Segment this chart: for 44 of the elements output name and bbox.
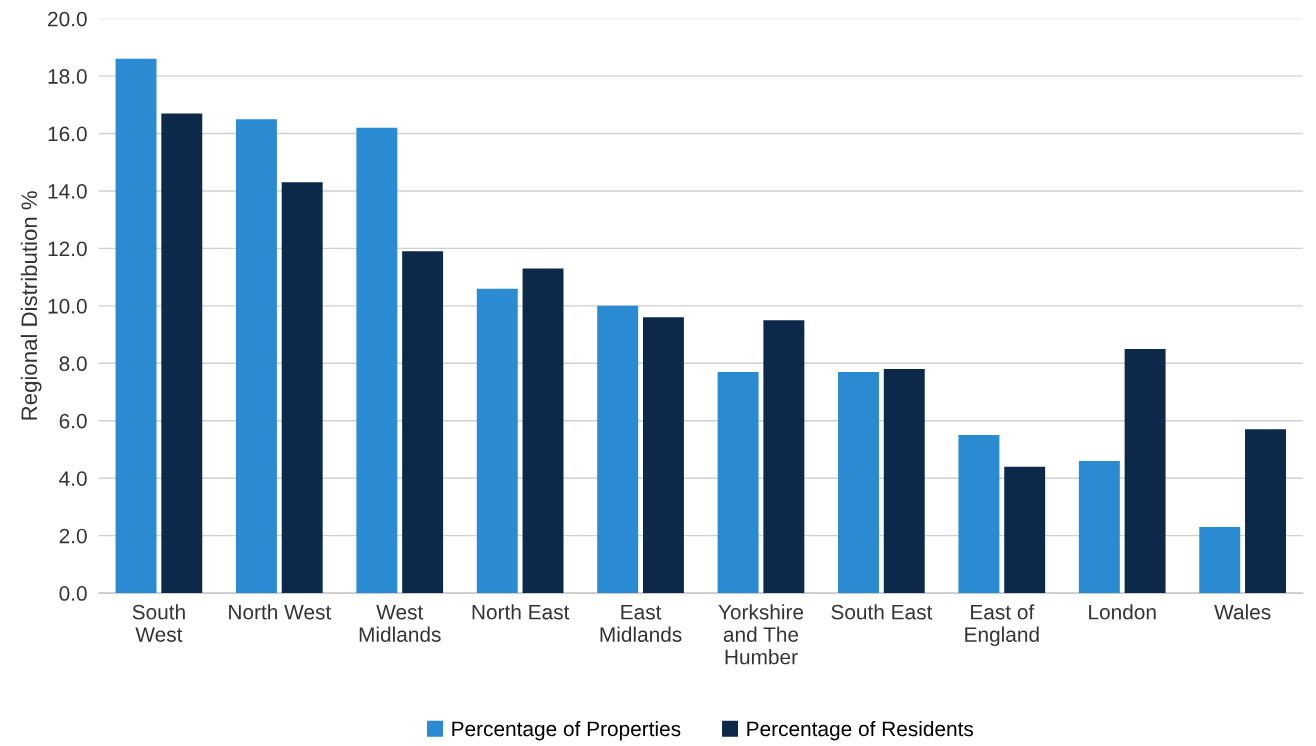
x-tick-label: South East (831, 604, 933, 620)
bar (476, 288, 518, 594)
bar (522, 268, 564, 594)
y-tick-label: 0.0 (59, 586, 87, 601)
x-tick-label: Wales (1214, 604, 1271, 620)
bar (763, 320, 805, 594)
bar (1078, 460, 1120, 594)
y-tick-label: 20.0 (48, 11, 87, 27)
bar (642, 317, 684, 594)
bar (235, 119, 277, 594)
x-tick-label: London (1089, 604, 1156, 620)
bar (402, 251, 444, 594)
x-tick-label: East of England (965, 604, 1039, 647)
y-tick-label: 10.0 (48, 298, 87, 314)
x-tick-label: North East (472, 604, 570, 620)
y-tick-label: 4.0 (59, 471, 87, 486)
bar (161, 113, 203, 594)
y-tick-label: 8.0 (59, 356, 87, 372)
legend-label: Percentage of Residents (747, 720, 974, 741)
bar (1004, 466, 1046, 594)
bar (883, 369, 925, 594)
y-tick-label: 2.0 (59, 528, 87, 544)
legend-label: Percentage of Properties (452, 720, 681, 741)
x-tick-label: West Midlands (359, 604, 441, 642)
y-tick-label: 14.0 (48, 183, 87, 199)
bar (1124, 348, 1166, 594)
x-tick-label: North West (229, 604, 332, 620)
bar (356, 127, 398, 594)
bar (838, 371, 879, 594)
y-tick-label: 18.0 (48, 69, 87, 84)
bar (597, 305, 639, 594)
bar (281, 182, 323, 594)
bar (717, 371, 759, 594)
x-tick-label: East Midlands (600, 604, 682, 642)
x-tick-label: South West (132, 604, 185, 642)
bar (1245, 429, 1286, 594)
y-axis-title: Regional Distribution % (20, 191, 42, 420)
x-tick-label: Yorkshire and The Humber (718, 604, 804, 665)
bar (115, 58, 157, 594)
y-tick-label: 6.0 (59, 413, 87, 429)
bar (1199, 527, 1241, 594)
bar (958, 435, 1000, 594)
y-tick-label: 16.0 (48, 126, 87, 142)
y-tick-label: 12.0 (48, 241, 87, 257)
